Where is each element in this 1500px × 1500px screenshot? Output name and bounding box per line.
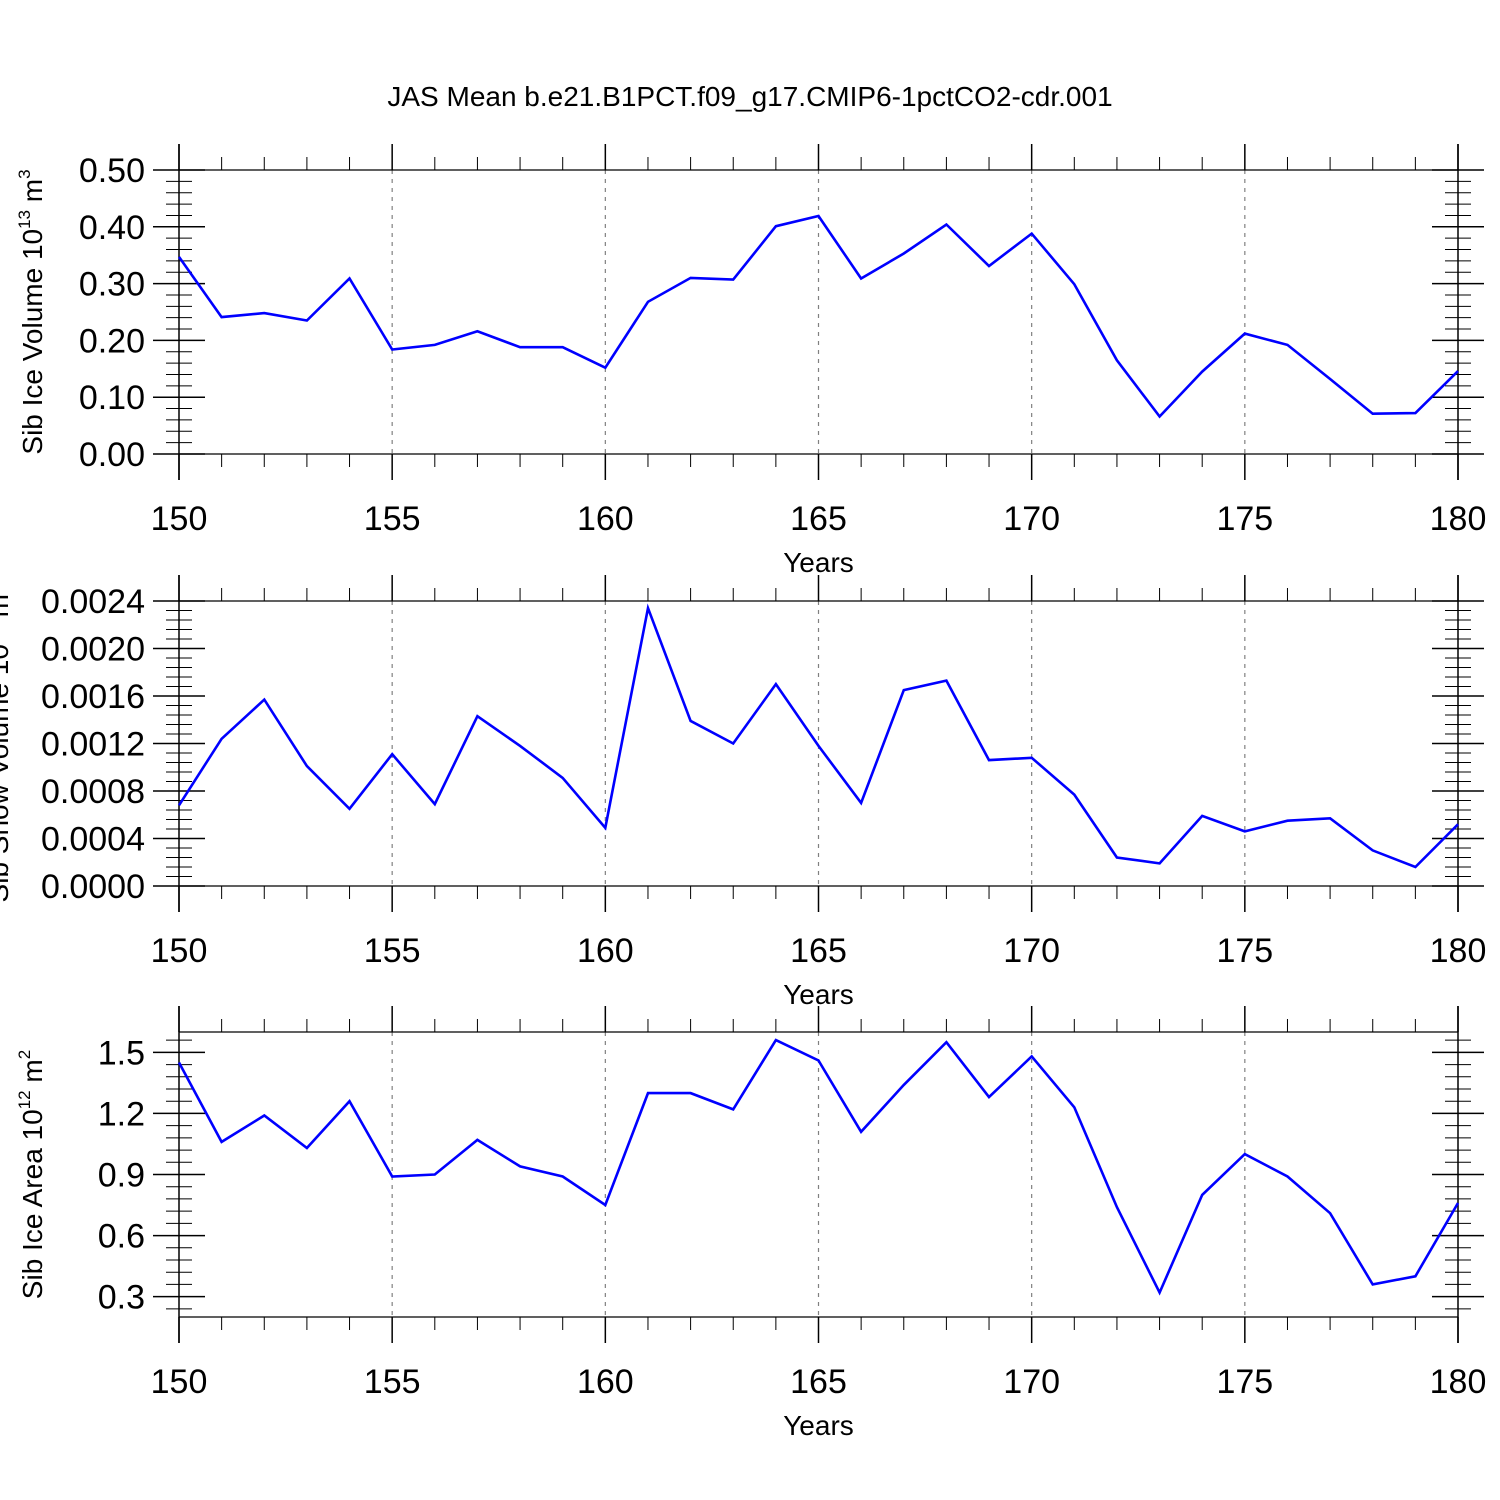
x-axis-label: Years [783, 1410, 854, 1441]
x-tick-label: 175 [1216, 932, 1273, 970]
y-tick-label: 0.0004 [41, 821, 145, 859]
panel-2: 150 155 160 165 170 175 180 Years 0.0000 0.0004 0.… [0, 575, 1486, 1010]
y-tick-label: 1.2 [98, 1095, 145, 1133]
y-tick-label: 0.10 [79, 379, 145, 417]
y-axis-label: Sib Ice Area 1012 m2 [15, 1050, 48, 1299]
x-tick-label: 165 [790, 1363, 847, 1401]
x-tick-label: 165 [790, 500, 847, 538]
x-axis-label: Years [783, 979, 854, 1010]
y-tick-label: 0.0020 [41, 631, 145, 669]
x-tick-label: 150 [151, 1363, 208, 1401]
x-tick-label: 155 [364, 1363, 421, 1401]
panels: 150 155 160 165 170 175 180 Years 0.00 0.10 0.20 0.… [0, 144, 1486, 1441]
y-tick-label: 0.40 [79, 209, 145, 247]
figure-title: JAS Mean b.e21.B1PCT.f09_g17.CMIP6-1pctC… [387, 81, 1112, 112]
x-tick-label: 160 [577, 932, 634, 970]
y-tick-label: 0.3 [98, 1279, 145, 1317]
x-tick-label: 150 [151, 500, 208, 538]
y-axis-label: Sib Ice Volume 1013 m3 [15, 169, 48, 454]
x-axis-label: Years [783, 547, 854, 578]
x-tick-label: 155 [364, 932, 421, 970]
x-tick-label: 175 [1216, 500, 1273, 538]
y-tick-label: 0.30 [79, 266, 145, 304]
x-tick-label: 170 [1003, 1363, 1060, 1401]
y-tick-label: 0.6 [98, 1218, 145, 1256]
y-tick-label: 1.5 [98, 1034, 145, 1072]
y-axis-label: Sib Snow Volume 1013 m3 [0, 585, 14, 903]
x-tick-label: 180 [1430, 500, 1487, 538]
x-tick-label: 160 [577, 1363, 634, 1401]
x-tick-label: 175 [1216, 1363, 1273, 1401]
x-tick-label: 180 [1430, 1363, 1487, 1401]
x-tick-label: 155 [364, 500, 421, 538]
y-tick-label: 0.0012 [41, 726, 145, 764]
x-tick-label: 160 [577, 500, 634, 538]
y-tick-label: 0.00 [79, 436, 145, 474]
x-tick-label: 165 [790, 932, 847, 970]
y-tick-label: 0.20 [79, 322, 145, 360]
panel-1: 150 155 160 165 170 175 180 Years 0.00 0.10 0.20 0.… [15, 144, 1486, 578]
y-tick-label: 0.0016 [41, 678, 145, 716]
panel-3: 150 155 160 165 170 175 180 Years 0.3 0.6 0.9 1.2 1.… [15, 1006, 1486, 1441]
x-tick-label: 170 [1003, 932, 1060, 970]
y-tick-label: 0.0024 [41, 583, 145, 621]
y-tick-label: 0.9 [98, 1157, 145, 1195]
y-tick-label: 0.50 [79, 152, 145, 190]
y-tick-label: 0.0008 [41, 773, 145, 811]
x-tick-label: 170 [1003, 500, 1060, 538]
x-tick-label: 180 [1430, 932, 1487, 970]
x-tick-label: 150 [151, 932, 208, 970]
y-tick-label: 0.0000 [41, 868, 145, 906]
